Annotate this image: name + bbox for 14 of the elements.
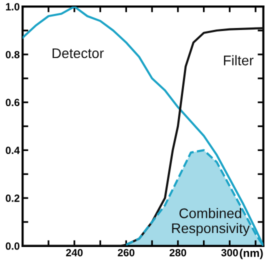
y-tick-label: 0.8 — [6, 50, 20, 58]
y-tick-label: 1.0 — [6, 3, 20, 10]
series-label: Detector — [52, 48, 104, 58]
x-tick-label: 260 — [118, 248, 134, 256]
y-tick-label: 0.6 — [6, 98, 20, 106]
y-tick-label: 0.0 — [6, 242, 20, 250]
x-tick-label: 280 — [170, 248, 186, 256]
y-tick-label: 0.4 — [6, 146, 20, 154]
x-tick-label: 240 — [66, 248, 83, 256]
x-tick-label: 300 — [221, 248, 238, 256]
x-axis-title: (nm) — [240, 248, 263, 260]
series-label: Combined Responsivity — [172, 208, 250, 236]
y-tick-label: 0.2 — [6, 194, 20, 202]
series-label: Filter — [224, 55, 254, 66]
